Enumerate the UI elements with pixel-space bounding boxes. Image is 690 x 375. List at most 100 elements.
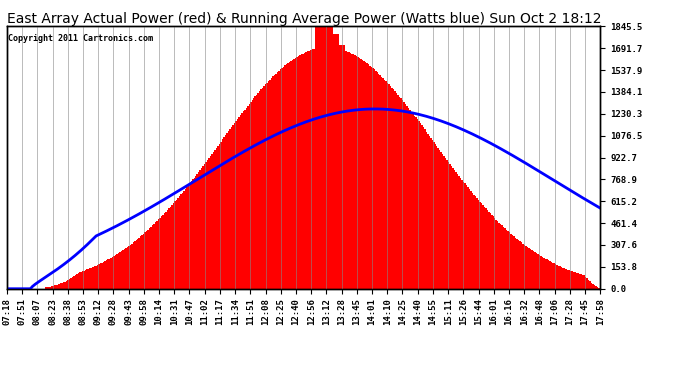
- Bar: [107, 260, 109, 289]
- Bar: [164, 213, 166, 289]
- Bar: [250, 102, 252, 289]
- Bar: [109, 258, 110, 289]
- Bar: [91, 268, 92, 289]
- Bar: [83, 271, 85, 289]
- Bar: [480, 203, 482, 289]
- Bar: [255, 96, 256, 289]
- Bar: [426, 132, 427, 289]
- Bar: [137, 239, 139, 289]
- Bar: [482, 205, 484, 289]
- Bar: [170, 207, 171, 289]
- Bar: [185, 189, 186, 289]
- Bar: [180, 194, 181, 289]
- Bar: [119, 252, 121, 289]
- Bar: [88, 269, 90, 289]
- Bar: [566, 270, 569, 289]
- Bar: [516, 239, 518, 289]
- Bar: [421, 126, 422, 289]
- Bar: [469, 189, 470, 289]
- Bar: [495, 219, 497, 289]
- Bar: [152, 225, 153, 289]
- Bar: [216, 148, 217, 289]
- Bar: [391, 88, 393, 289]
- Bar: [428, 136, 430, 289]
- Bar: [580, 274, 582, 289]
- Bar: [354, 55, 355, 289]
- Bar: [135, 240, 137, 289]
- Bar: [278, 71, 280, 289]
- Bar: [342, 45, 344, 289]
- Bar: [396, 93, 397, 289]
- Bar: [153, 224, 155, 289]
- Bar: [86, 270, 88, 289]
- Bar: [320, 26, 322, 289]
- Bar: [525, 246, 526, 289]
- Bar: [243, 111, 244, 289]
- Bar: [571, 271, 573, 289]
- Bar: [172, 203, 175, 289]
- Bar: [393, 90, 395, 289]
- Bar: [213, 152, 215, 289]
- Bar: [237, 119, 238, 289]
- Bar: [63, 282, 64, 289]
- Bar: [293, 59, 295, 289]
- Bar: [547, 260, 549, 289]
- Bar: [49, 286, 51, 289]
- Bar: [220, 141, 222, 289]
- Bar: [264, 86, 265, 289]
- Bar: [575, 273, 578, 289]
- Bar: [588, 280, 589, 289]
- Bar: [452, 168, 454, 289]
- Bar: [315, 26, 317, 289]
- Bar: [176, 200, 177, 289]
- Bar: [522, 244, 524, 289]
- Bar: [57, 285, 58, 289]
- Bar: [94, 266, 95, 289]
- Bar: [583, 275, 584, 289]
- Bar: [363, 61, 364, 289]
- Bar: [128, 246, 130, 289]
- Bar: [449, 164, 451, 289]
- Bar: [388, 84, 390, 289]
- Bar: [106, 260, 108, 289]
- Bar: [422, 128, 424, 289]
- Bar: [552, 262, 553, 289]
- Bar: [530, 249, 531, 289]
- Bar: [507, 231, 509, 289]
- Bar: [201, 168, 202, 289]
- Bar: [497, 221, 498, 289]
- Bar: [346, 51, 348, 289]
- Bar: [70, 278, 72, 289]
- Bar: [454, 170, 455, 289]
- Bar: [68, 279, 70, 289]
- Bar: [189, 183, 190, 289]
- Bar: [241, 113, 243, 289]
- Bar: [159, 218, 161, 289]
- Bar: [444, 156, 445, 289]
- Bar: [67, 280, 68, 289]
- Bar: [299, 55, 301, 289]
- Bar: [380, 75, 381, 289]
- Bar: [113, 256, 115, 289]
- Bar: [406, 106, 408, 289]
- Bar: [420, 123, 421, 289]
- Bar: [344, 45, 345, 289]
- Bar: [126, 247, 128, 289]
- Bar: [329, 26, 331, 289]
- Bar: [564, 268, 565, 289]
- Bar: [292, 60, 293, 289]
- Bar: [158, 219, 159, 289]
- Bar: [66, 281, 67, 289]
- Bar: [262, 88, 264, 289]
- Bar: [219, 144, 220, 289]
- Bar: [503, 227, 504, 289]
- Bar: [485, 209, 486, 289]
- Bar: [382, 78, 384, 289]
- Bar: [192, 180, 194, 289]
- Bar: [206, 162, 207, 289]
- Bar: [277, 72, 278, 289]
- Bar: [466, 185, 467, 289]
- Bar: [301, 54, 302, 289]
- Bar: [85, 270, 86, 289]
- Bar: [168, 208, 170, 289]
